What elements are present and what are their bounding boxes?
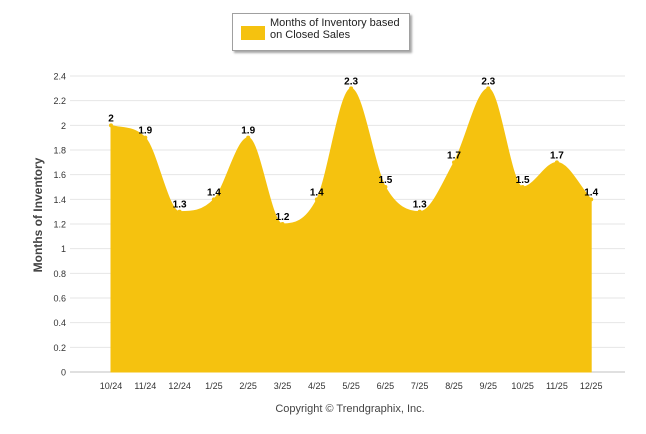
data-label: 1.3 [173, 200, 187, 211]
x-tick-label: 11/24 [134, 381, 156, 391]
x-tick-label: 11/25 [546, 381, 568, 391]
y-tick-label: 1.6 [53, 170, 66, 180]
data-label: 1.3 [413, 200, 427, 211]
data-point[interactable] [246, 135, 251, 140]
data-label: 2.3 [481, 76, 495, 87]
data-point[interactable] [589, 197, 594, 202]
x-tick-label: 12/25 [580, 381, 603, 391]
data-point[interactable] [554, 160, 559, 165]
legend[interactable]: Months of Inventory based on Closed Sale… [232, 13, 410, 51]
data-label: 1.5 [378, 175, 392, 186]
x-axis-ticks: 10/24 11/24 12/24 1/25 2/25 3/25 4/25 5/25 6/25 7… [100, 381, 603, 391]
y-tick-label: 2.4 [53, 72, 66, 82]
y-tick-label: 1.2 [53, 220, 66, 230]
x-tick-label: 7/25 [411, 381, 429, 391]
data-point[interactable] [211, 197, 216, 202]
x-tick-label: 6/25 [377, 381, 395, 391]
data-point[interactable] [143, 135, 148, 140]
x-tick-label: 4/25 [308, 381, 326, 391]
x-tick-label: 10/24 [100, 381, 123, 391]
data-label: 1.7 [550, 150, 564, 161]
x-tick-label: 10/25 [511, 381, 534, 391]
data-point[interactable] [109, 123, 113, 128]
data-point[interactable] [280, 222, 285, 226]
data-label: 1.4 [584, 187, 598, 198]
data-point[interactable] [349, 86, 354, 91]
copyright-credit: Copyright © Trendgraphix, Inc. [275, 403, 425, 415]
data-label: 1.7 [447, 150, 461, 161]
y-axis-ticks: 0 0.2 0.4 0.6 0.8 1 1.2 1.4 1.6 1.8 2 2.2 2.4 [53, 72, 66, 378]
data-label: 1.5 [516, 175, 530, 186]
data-point[interactable] [383, 185, 388, 189]
data-point[interactable] [452, 160, 456, 165]
y-tick-label: 1 [61, 244, 66, 254]
data-label: 1.4 [310, 187, 324, 198]
data-point[interactable] [314, 197, 319, 202]
y-tick-label: 0.4 [53, 318, 66, 328]
data-label: 1.2 [276, 212, 290, 223]
legend-label: Months of Inventory based on Closed Sale… [270, 17, 400, 41]
area-fill [110, 87, 592, 373]
x-tick-label: 1/25 [205, 381, 223, 391]
data-point[interactable] [177, 209, 182, 214]
data-point[interactable] [417, 209, 422, 214]
y-tick-label: 0.6 [53, 294, 66, 304]
y-tick-label: 0 [61, 368, 66, 378]
x-tick-label: 8/25 [445, 381, 463, 391]
data-label: 2.3 [344, 76, 358, 87]
data-point[interactable] [486, 86, 491, 91]
y-tick-label: 2.2 [53, 96, 66, 106]
y-tick-label: 0.2 [53, 343, 66, 353]
y-axis-title: Months of Inventory [31, 157, 45, 273]
area-series [109, 86, 594, 373]
data-label: 1.4 [207, 187, 221, 198]
y-tick-label: 2 [61, 121, 66, 131]
data-labels: 2 1.9 1.3 1.4 1.9 1.2 1.4 2.3 1.5 1.3 1.7 2.3 1.5 1.7… [108, 76, 598, 223]
data-label: 1.9 [138, 126, 152, 137]
data-label: 1.9 [241, 126, 255, 137]
x-tick-label: 3/25 [274, 381, 292, 391]
legend-swatch [241, 26, 265, 40]
x-tick-label: 2/25 [239, 381, 257, 391]
x-tick-label: 9/25 [480, 381, 498, 391]
y-tick-label: 1.8 [53, 146, 66, 156]
y-tick-label: 1.4 [53, 195, 66, 205]
x-tick-label: 5/25 [342, 381, 360, 391]
x-tick-label: 12/24 [168, 381, 191, 391]
data-label: 2 [108, 113, 114, 124]
data-point[interactable] [520, 185, 525, 189]
y-tick-label: 0.8 [53, 269, 66, 279]
